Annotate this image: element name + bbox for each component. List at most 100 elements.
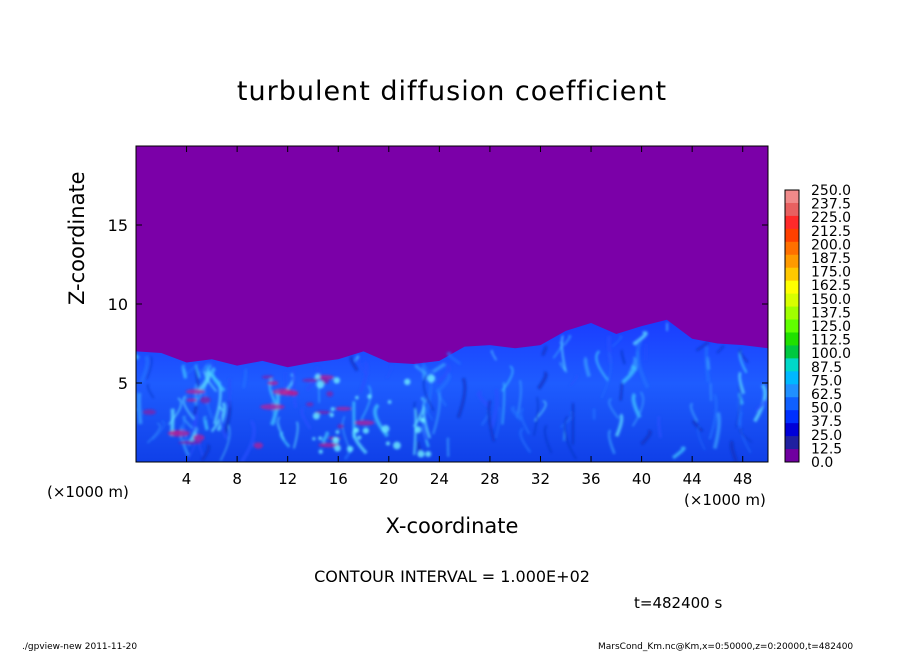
colorbar-label: 112.5 <box>811 333 851 349</box>
turbulence-patch <box>279 390 299 396</box>
colorbar-swatch <box>785 254 799 269</box>
turbulence-streak <box>739 411 752 454</box>
turbulence-streak <box>510 406 523 422</box>
turbulence-streak <box>456 377 467 419</box>
colorbar-swatch <box>785 293 799 308</box>
turbulence-streak <box>216 401 227 432</box>
x-tick-label: 48 <box>733 470 752 488</box>
turbulence-streak <box>210 367 226 392</box>
turbulence-streak <box>706 357 711 370</box>
turbulence-streak <box>692 420 704 433</box>
colorbar-swatch <box>785 241 799 256</box>
turbulence-patch <box>354 420 375 426</box>
colorbar-swatch <box>785 449 799 463</box>
x-axis-label: X-coordinate <box>385 514 519 538</box>
turbulence-streak <box>136 392 143 425</box>
x-axis: 4 8 12 16 20 24 28 32 36 40 44 48 <box>182 146 752 488</box>
footer-left: ./gpview-new 2011-11-20 <box>22 642 138 652</box>
turbulence-streak <box>520 407 531 435</box>
turbulence-patch <box>337 424 344 429</box>
turbulence-spot <box>318 436 323 441</box>
turbulence-streak <box>386 365 393 379</box>
contour-interval: CONTOUR INTERVAL = 1.000E+02 <box>314 567 590 586</box>
colorbar-swatch <box>785 423 799 437</box>
colorbar-label: 75.0 <box>811 373 842 389</box>
turbulence-streak <box>614 413 624 437</box>
turbulence-streak <box>689 402 699 423</box>
turbulence-streak <box>607 335 612 364</box>
turbulence-streak <box>607 429 616 455</box>
colorbar-swatch <box>785 384 799 398</box>
x-tick-label: 28 <box>480 470 499 488</box>
turbulence-streak <box>476 390 492 409</box>
turbulence-streak <box>422 422 428 441</box>
turbulence-spot <box>318 449 323 454</box>
colorbar-swatch <box>785 371 799 385</box>
turbulence-streak <box>321 431 329 444</box>
turbulence-spot <box>314 373 321 380</box>
turbulence-streak <box>349 356 359 372</box>
turbulence-patch <box>185 389 205 395</box>
turbulence-spot <box>419 417 425 423</box>
y-tick-label: 15 <box>108 216 128 235</box>
colorbar-label: 87.5 <box>811 360 842 376</box>
turbulence-streak <box>292 370 297 408</box>
turbulence-streak <box>729 439 739 462</box>
turbulence-streak <box>240 419 256 462</box>
turbulence-patch <box>267 380 279 386</box>
colorbar-swatch <box>785 280 799 295</box>
turbulence-streak <box>519 427 532 454</box>
turbulence-streak <box>600 352 612 399</box>
colorbar-label: 237.5 <box>811 197 851 213</box>
turbulence-streak <box>203 416 209 431</box>
turbulence-streak <box>152 420 166 441</box>
turbulence-streak <box>422 396 434 421</box>
turbulence-patch <box>186 398 198 402</box>
colorbar-swatch <box>785 319 799 333</box>
turbulence-streak <box>620 349 626 365</box>
turbulence-patch <box>315 374 335 380</box>
x-tick-label: 32 <box>531 470 550 488</box>
turbulence-streak <box>196 370 211 393</box>
turbulence-streak <box>631 391 644 427</box>
turbulence-streak <box>300 406 312 430</box>
chart-title: turbulent diffusion coefficient <box>236 76 668 107</box>
turbulence-streak <box>199 362 211 375</box>
turbulence-spot <box>393 441 401 450</box>
colorbar-label: 0.0 <box>811 455 833 471</box>
turbulence-spot <box>425 451 432 458</box>
turbulence-streak <box>139 355 150 383</box>
x-tick-label: 16 <box>329 470 348 488</box>
turbulence-streak <box>219 410 229 440</box>
turbulence-streak <box>146 384 155 399</box>
turbulence-spot <box>362 427 369 434</box>
turbulence-streak <box>563 415 577 460</box>
turbulence-spot <box>329 412 334 418</box>
turbulence-streak <box>738 349 749 363</box>
turbulence-spot <box>357 435 362 440</box>
turbulence-streak <box>695 341 709 352</box>
turbulence-streak <box>541 345 548 357</box>
turbulence-streak <box>422 375 435 412</box>
turbulence-streak <box>147 422 161 444</box>
colorbar-label: 100.0 <box>811 346 851 362</box>
turbulence-spot <box>333 377 341 384</box>
x-tick-label: 44 <box>683 470 702 488</box>
colorbar-swatch <box>785 190 799 204</box>
turbulence-spot <box>353 427 360 434</box>
turbulence-spot <box>332 437 340 445</box>
y-tick-label: 5 <box>118 374 128 393</box>
turbulence-streak <box>704 346 711 383</box>
turbulence-streak <box>595 350 610 382</box>
turbulence-streak <box>487 400 496 442</box>
turbulence-streak <box>533 396 539 436</box>
turbulence-streak <box>631 392 642 419</box>
x-tick-label: 8 <box>232 470 242 488</box>
turbulence-streak <box>754 399 767 413</box>
colorbar-label: 162.5 <box>811 278 851 294</box>
turbulence-streak <box>293 421 299 449</box>
turbulence-streak <box>583 356 591 378</box>
turbulence-patch <box>261 375 274 379</box>
turbulence-streak <box>619 382 624 401</box>
colorbar-swatch <box>785 345 799 359</box>
